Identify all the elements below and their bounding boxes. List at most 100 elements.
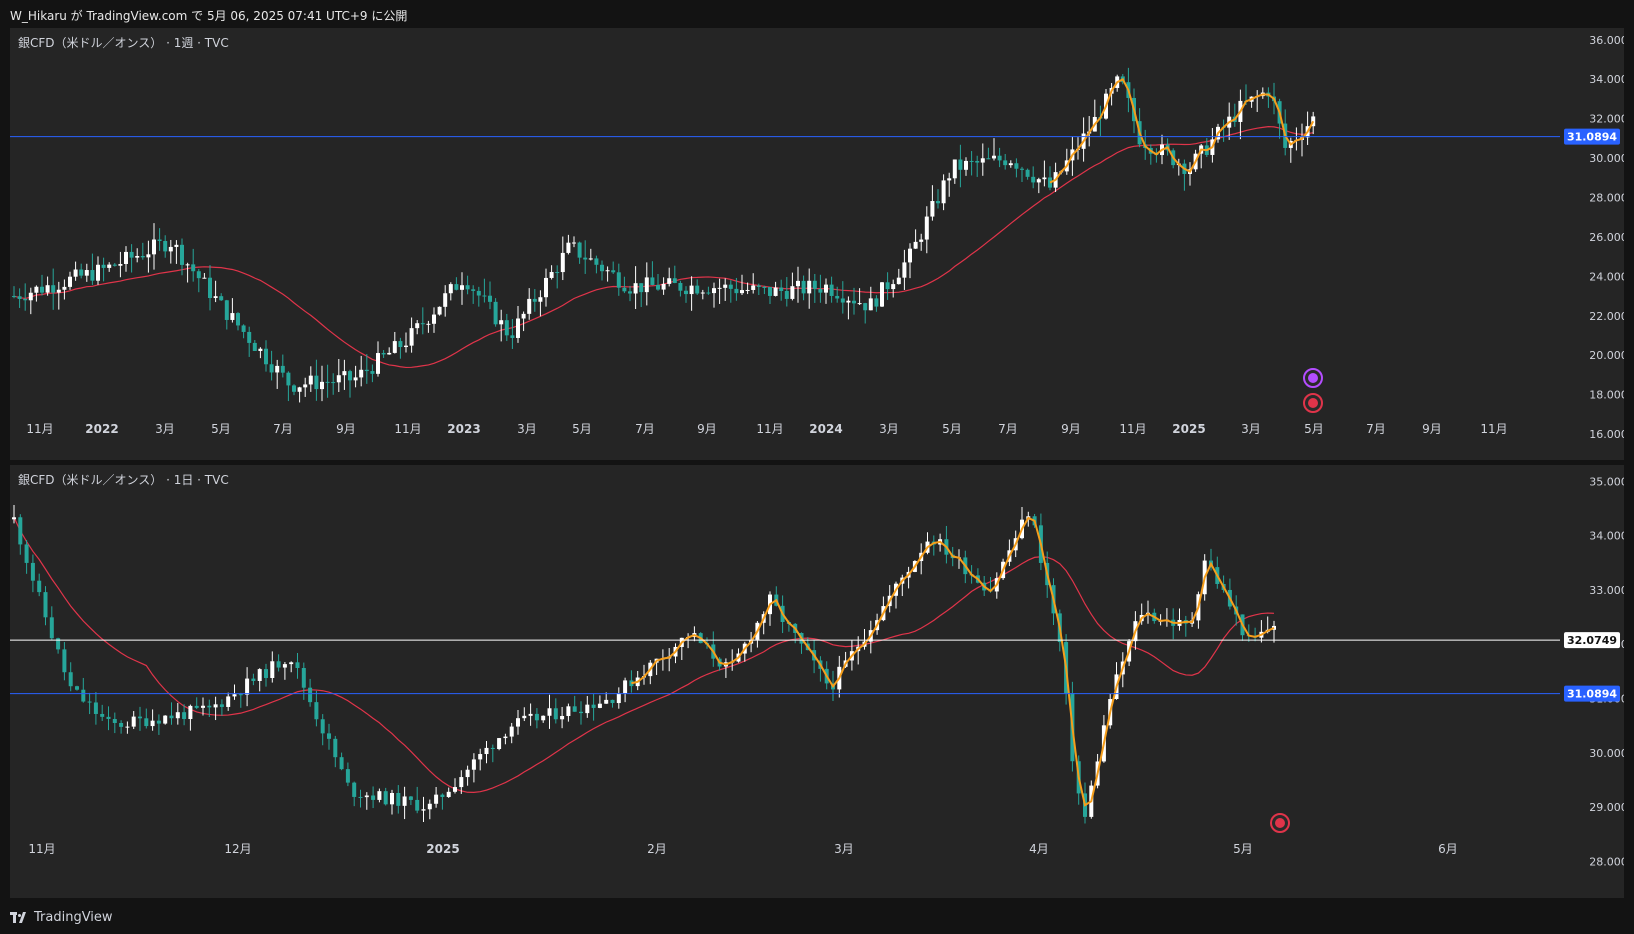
candle-body (45, 285, 50, 293)
candle-body (768, 287, 772, 296)
weekly-chart-pane[interactable]: 36.0000 34.0000 32.0000 30.0000 28.0000 26.00… (10, 28, 1624, 460)
daily-chart-pane[interactable]: 35.000034.000033.000032.000031.000030.00… (10, 465, 1624, 898)
daily-chart-svg[interactable]: 35.000034.000033.000032.000031.000030.00… (10, 465, 1624, 898)
candle-body (544, 277, 548, 298)
x-tick-label: 9月 (697, 422, 717, 436)
candle-body (465, 285, 470, 290)
candle-body (566, 242, 571, 253)
candle-body (264, 669, 268, 678)
candle-body (157, 239, 162, 242)
candle-body (622, 287, 627, 292)
candle-body (756, 285, 761, 287)
candle-body (723, 284, 728, 288)
moving-average-line (13, 517, 1275, 793)
candle-body (560, 252, 565, 273)
candle-body (459, 777, 464, 788)
candle-body (79, 269, 84, 276)
candle-body (353, 377, 358, 381)
candle-body (440, 794, 445, 797)
candle-body (320, 719, 325, 734)
candle-body (801, 280, 806, 294)
candle-body (387, 352, 392, 355)
swing-overlay-line (631, 516, 1275, 807)
candle-body (616, 272, 621, 288)
candle-body (446, 791, 451, 797)
candle-body (230, 313, 235, 320)
daily-legend: 銀CFD（米ドル／オンス） · 1日 · TVC (18, 473, 229, 487)
candle-body (594, 258, 599, 265)
weekly-legend: 銀CFD（米ドル／オンス） · 1週 · TVC (18, 36, 229, 50)
candle-body (902, 262, 907, 278)
candle-body (958, 159, 963, 170)
y-tick-label: 18.0000 (1589, 389, 1624, 402)
candle-body (93, 702, 98, 714)
candle-body (689, 285, 694, 295)
candle-body (611, 270, 616, 273)
candle-body (301, 668, 306, 688)
y-tick-label: 28.0000 (1589, 192, 1624, 205)
candle-body (818, 288, 823, 293)
candle-body (616, 693, 621, 704)
candle-body (980, 158, 985, 163)
candle-body (12, 296, 16, 298)
candle-body (381, 353, 386, 355)
candle-body (497, 738, 502, 750)
y-tick-label: 34.0000 (1589, 73, 1624, 86)
tradingview-logo[interactable]: TradingView (10, 910, 113, 925)
candle-body (572, 242, 576, 244)
candle-body (555, 272, 560, 274)
candle-body (857, 303, 862, 305)
x-tick-label: 3月 (517, 422, 537, 436)
publish-header: W_Hikaru が TradingView.com で 5月 06, 2025… (0, 0, 1634, 28)
candle-body (180, 244, 184, 265)
candle-body (1036, 179, 1041, 183)
candle-body (257, 669, 262, 681)
weekly-chart-svg[interactable]: 36.0000 34.0000 32.0000 30.0000 28.0000 26.00… (10, 28, 1624, 460)
candle-body (106, 716, 111, 719)
candle-body (717, 287, 722, 289)
candle-body (1020, 168, 1024, 170)
candle-body (236, 313, 240, 326)
candle-body (202, 277, 207, 279)
candle-body (289, 662, 294, 665)
candle-body (81, 689, 86, 702)
swing-overlay-line (1049, 77, 1315, 184)
candle-body (163, 715, 168, 724)
candle-body (12, 517, 16, 520)
candle-body (107, 264, 112, 268)
price-tag-label: 31.0894 (1567, 131, 1617, 144)
candle-body (604, 699, 609, 704)
candle-body (392, 341, 397, 353)
candle-body (358, 796, 363, 798)
candle-body (408, 796, 413, 800)
candle-body (588, 258, 593, 260)
candle-body (846, 300, 851, 303)
candle-body (874, 298, 879, 307)
candle-body (292, 385, 296, 392)
candle-body (762, 286, 767, 288)
candle-body (152, 239, 156, 255)
candle-body (560, 715, 565, 720)
candle-body (196, 271, 201, 279)
candle-body (17, 296, 22, 299)
candle-body (247, 331, 252, 343)
candle-body (952, 159, 957, 179)
candle-body (522, 715, 527, 719)
candle-body (135, 256, 140, 258)
candle-body (348, 371, 352, 381)
candle-body (280, 365, 285, 373)
candle-body (1008, 163, 1013, 166)
y-tick-label: 36.0000 (1589, 34, 1624, 47)
y-tick-label: 22.0000 (1589, 310, 1624, 323)
candle-body (377, 791, 382, 800)
candle-body (90, 270, 95, 281)
candle-body (327, 733, 331, 739)
y-tick-label: 30.0000 (1589, 747, 1624, 760)
candle-body (547, 708, 552, 716)
candle-body (87, 701, 92, 703)
candle-body (790, 286, 795, 299)
candle-body (40, 286, 44, 293)
candle-body (527, 298, 532, 314)
x-tick-label: 2024 (809, 422, 842, 436)
candle-body (264, 348, 268, 365)
